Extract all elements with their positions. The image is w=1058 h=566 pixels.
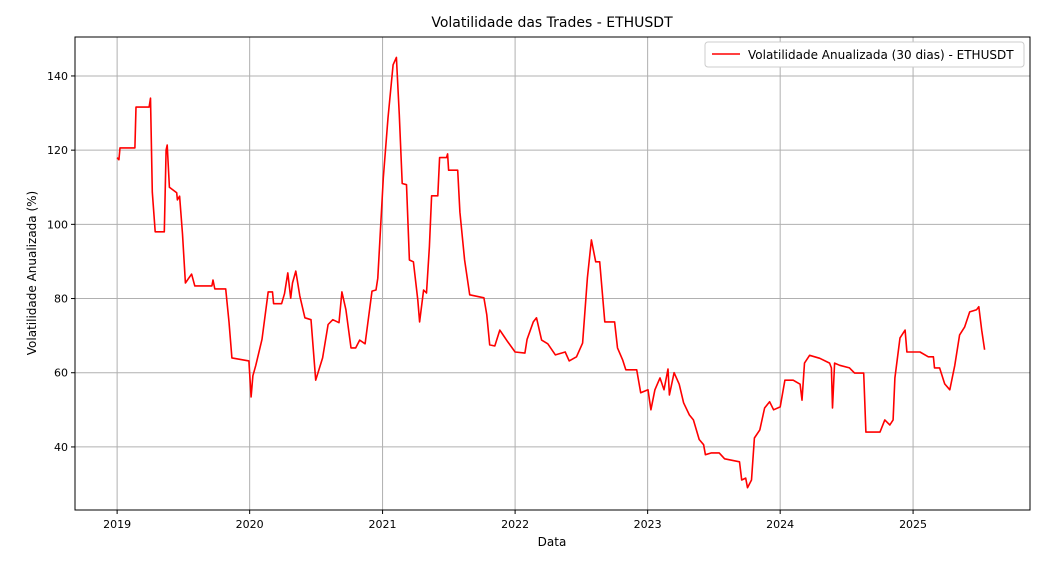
x-tick-label: 2025	[899, 518, 927, 531]
series-line-volatility	[116, 56, 986, 489]
y-axis: 40 60 80 100 120 140	[47, 70, 75, 454]
y-tick-label: 140	[47, 70, 68, 83]
x-axis-label: Data	[538, 535, 567, 549]
y-tick-label: 40	[54, 441, 68, 454]
plot-frame	[74, 36, 1031, 511]
x-tick-label: 2022	[501, 518, 529, 531]
x-tick-label: 2021	[369, 518, 397, 531]
y-tick-label: 120	[47, 144, 68, 157]
x-tick-label: 2024	[766, 518, 794, 531]
x-tick-label: 2019	[103, 518, 131, 531]
series-layer	[116, 56, 986, 489]
y-tick-label: 100	[47, 218, 68, 231]
legend-label: Volatilidade Anualizada (30 dias) - ETHU…	[748, 48, 1014, 62]
y-axis-label: Volatilidade Anualizada (%)	[25, 191, 39, 355]
y-tick-label: 80	[54, 293, 68, 306]
grid-lines	[75, 37, 1030, 510]
x-tick-label: 2023	[634, 518, 662, 531]
x-tick-label: 2020	[236, 518, 264, 531]
x-axis: 2019 2020 2021 2022 2023 2024 2025	[103, 510, 927, 531]
legend: Volatilidade Anualizada (30 dias) - ETHU…	[704, 41, 1025, 68]
legend-box	[704, 41, 1025, 68]
y-tick-label: 60	[54, 367, 68, 380]
chart-title: Volatilidade das Trades - ETHUSDT	[431, 15, 673, 31]
